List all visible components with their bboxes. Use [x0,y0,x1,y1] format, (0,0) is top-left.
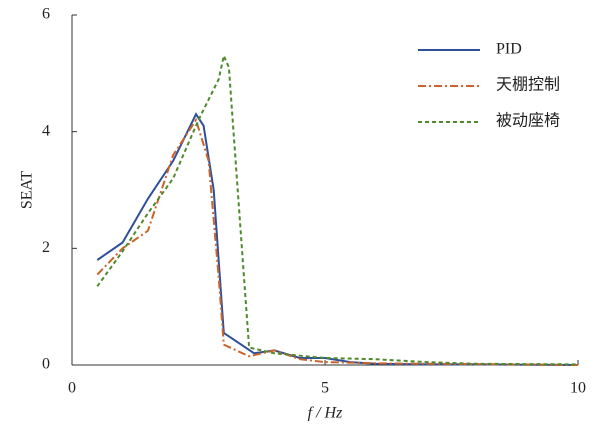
data-line [96,117,579,366]
data-line [96,52,579,366]
y-tick-label: 6 [42,6,50,23]
y-tick-label: 2 [42,239,50,256]
x-tick-label: 0 [68,380,76,397]
x-tick-label: 10 [570,380,586,397]
x-axis-label: f / Hz [308,405,343,422]
y-axis-label: SEAT [19,171,36,209]
y-tick-label: 0 [42,356,50,373]
y-tick-label: 4 [42,122,50,139]
legend-label: 天棚控制 [496,76,560,94]
legend-label: 被动座椅 [496,112,560,130]
legend-label: PID [496,41,522,58]
data-line [96,112,579,366]
x-tick-label: 5 [321,380,329,397]
